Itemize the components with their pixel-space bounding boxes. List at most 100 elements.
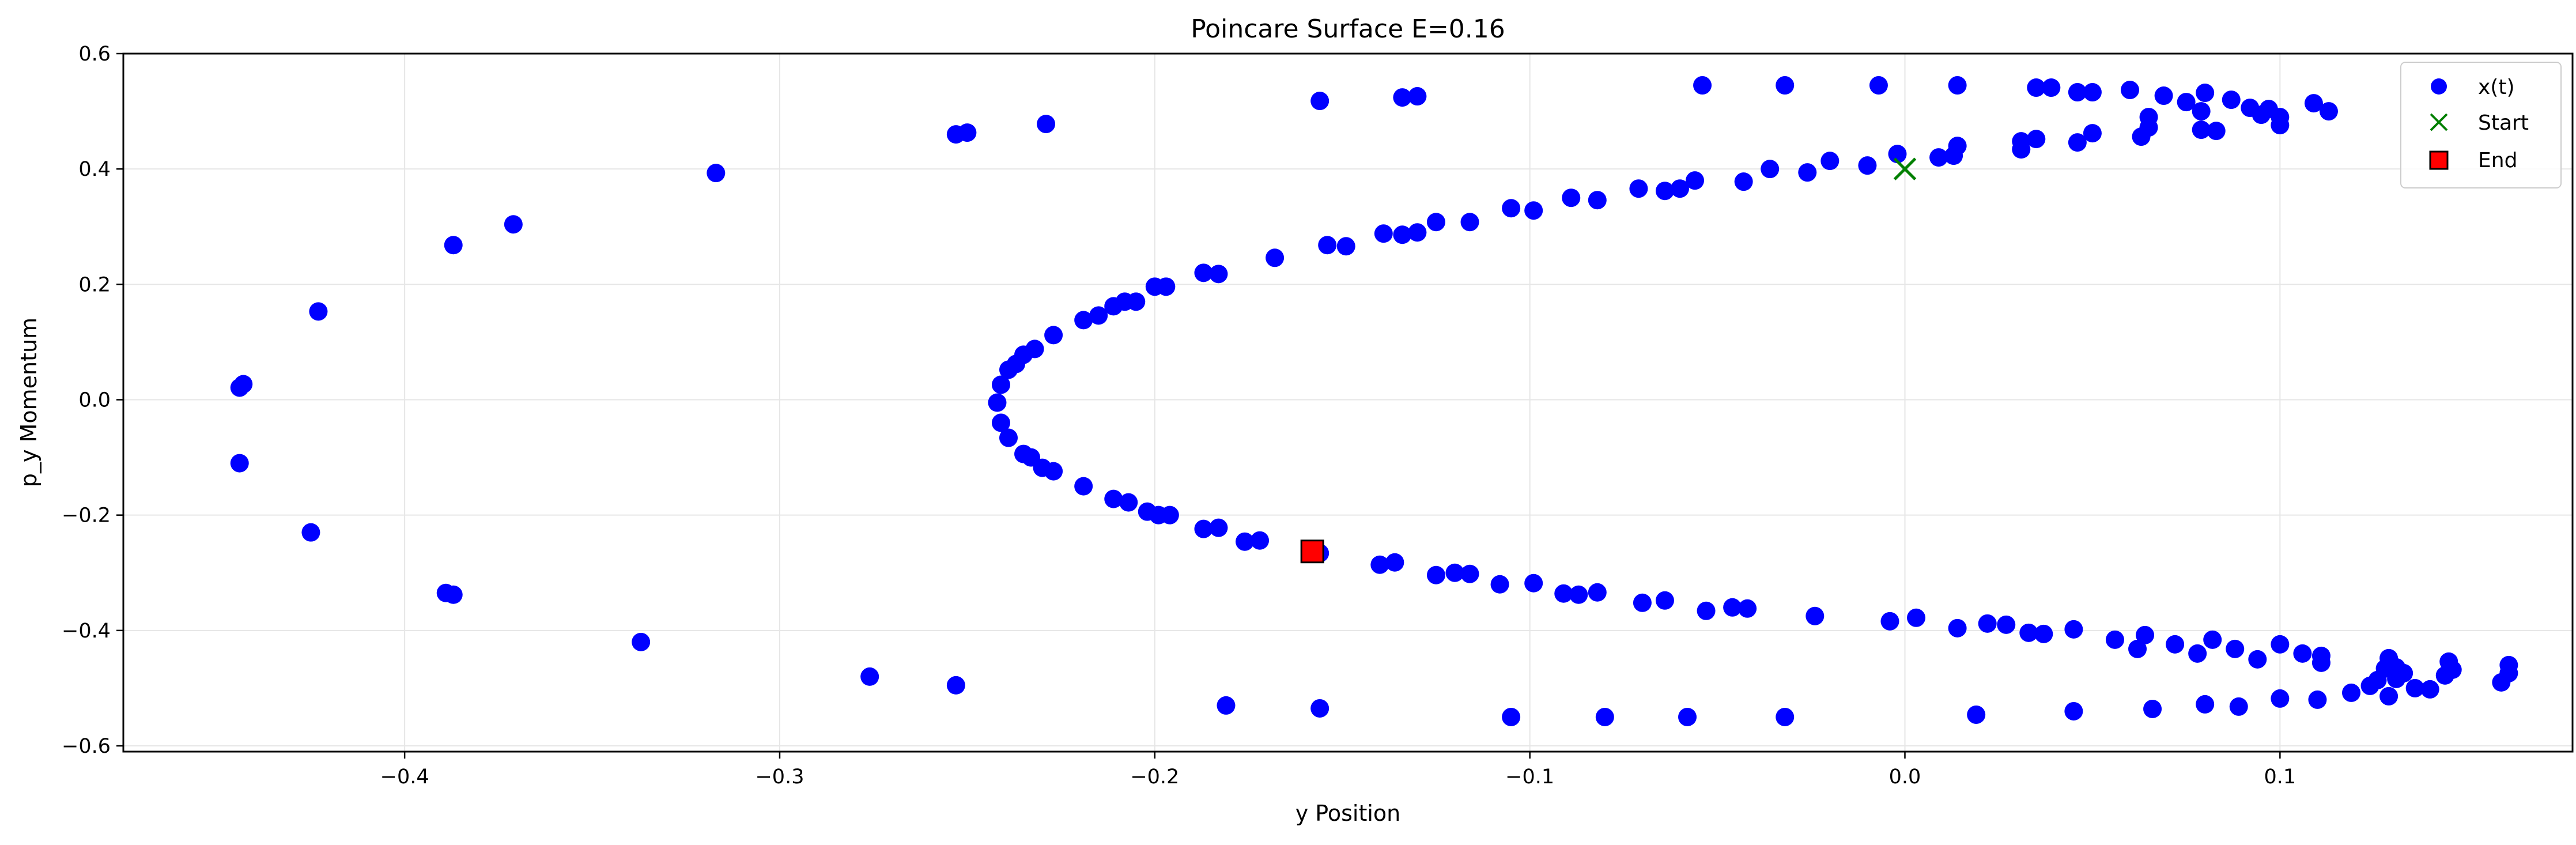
scatter-point [2064, 620, 2083, 639]
scatter-point [2499, 655, 2518, 674]
y-tick-label: −0.6 [62, 735, 111, 758]
scatter-point [1858, 156, 1877, 175]
scatter-point [1655, 591, 1674, 610]
scatter-point [1670, 179, 1689, 198]
scatter-point [1629, 179, 1648, 198]
scatter-point [2207, 122, 2226, 141]
scatter-point [2083, 124, 2102, 143]
legend-marker-start [2430, 113, 2448, 131]
legend-marker-end [2429, 150, 2449, 170]
scatter-point [2012, 140, 2031, 159]
scatter-point [2342, 683, 2361, 702]
scatter-point [2083, 83, 2102, 102]
scatter-point [2203, 630, 2222, 649]
scatter-point [2019, 623, 2038, 642]
scatter-point [2042, 78, 2061, 97]
scatter-point [1089, 306, 1108, 325]
scatter-point [1798, 163, 1817, 182]
scatter-point [1074, 477, 1093, 496]
scatter-point [1595, 707, 1614, 726]
scatter-point [1385, 553, 1404, 572]
scatter-point [1655, 182, 1674, 201]
scatter-point [999, 360, 1018, 379]
x-tick-label: −0.1 [1505, 765, 1554, 789]
x-tick-label: −0.3 [755, 765, 804, 789]
scatter-point [1310, 92, 1329, 111]
scatter-point [958, 123, 977, 142]
scatter-point [1907, 608, 1926, 627]
scatter-point [1686, 171, 1705, 190]
scatter-point [1393, 88, 1412, 107]
scatter-point [946, 676, 965, 695]
scatter-point [1693, 76, 1712, 95]
scatter-point [2271, 116, 2290, 135]
scatter-point [1569, 585, 1588, 604]
scatter-point [1251, 531, 1270, 550]
scatter-point [1524, 574, 1543, 593]
scatter-point [1393, 225, 1412, 244]
y-axis-label: p_y Momentum [16, 318, 41, 487]
scatter-point [1806, 606, 1825, 625]
scatter-point [1678, 707, 1697, 726]
scatter-point [860, 667, 879, 686]
legend: x(t) Start End [2400, 62, 2562, 188]
scatter-point [1460, 213, 1479, 232]
scatter-point [1761, 160, 1780, 179]
scatter-point [2188, 644, 2207, 663]
scatter-point [1236, 532, 1255, 551]
scatter-point [2379, 686, 2399, 706]
scatter-points [230, 76, 2518, 726]
scatter-point [1997, 615, 2016, 634]
scatter-point [2166, 635, 2185, 654]
plot-frame [122, 52, 2574, 753]
scatter-point [504, 215, 523, 234]
scatter-point [1929, 148, 1948, 167]
scatter-point [2105, 630, 2124, 649]
start-end-markers [1300, 157, 1917, 564]
scatter-point [1820, 152, 1840, 171]
y-tick-label: 0.2 [78, 273, 111, 296]
scatter-point [2271, 689, 2290, 708]
scatter-point [1194, 519, 1213, 538]
scatter-point [1119, 493, 1138, 512]
scatter-point [1948, 76, 1967, 95]
scatter-point [1460, 564, 1479, 583]
x-tick-label: −0.4 [380, 765, 429, 789]
scatter-point [2192, 120, 2211, 139]
scatter-point [1723, 598, 1742, 617]
scatter-point [991, 413, 1010, 432]
x-tick-label: 0.0 [1889, 765, 1921, 789]
scatter-point [991, 375, 1010, 394]
end-marker [1300, 540, 1324, 564]
scatter-point [1044, 326, 1063, 345]
scatter-point [2196, 84, 2215, 103]
scatter-point [2027, 130, 2046, 149]
scatter-point [2311, 646, 2331, 665]
scatter-point [1524, 201, 1543, 220]
scatter-point [2420, 680, 2439, 699]
scatter-point [1160, 506, 1179, 525]
scatter-point [1445, 563, 1464, 582]
scatter-point [1209, 518, 1228, 537]
legend-label-end: End [2478, 149, 2517, 172]
scatter-point [2248, 650, 2267, 669]
scatter-point [1967, 705, 1986, 724]
scatter-point [632, 632, 651, 651]
legend-marker-xt [2431, 78, 2447, 95]
y-tick-label: 0.4 [78, 158, 111, 181]
scatter-point [1869, 76, 1888, 95]
start-marker [1893, 157, 1917, 180]
scatter-point [1104, 297, 1123, 316]
scatter-point [988, 393, 1007, 412]
scatter-point [1194, 263, 1213, 282]
scatter-point [1426, 213, 1445, 232]
scatter-point [2154, 86, 2173, 105]
y-tick-label: −0.4 [62, 620, 111, 643]
scatter-point [2196, 695, 2215, 714]
scatter-point [2136, 625, 2155, 644]
scatter-point [999, 428, 1018, 447]
scatter-point [1310, 699, 1329, 718]
scatter-point [2271, 635, 2290, 654]
scatter-point [1145, 277, 1164, 296]
